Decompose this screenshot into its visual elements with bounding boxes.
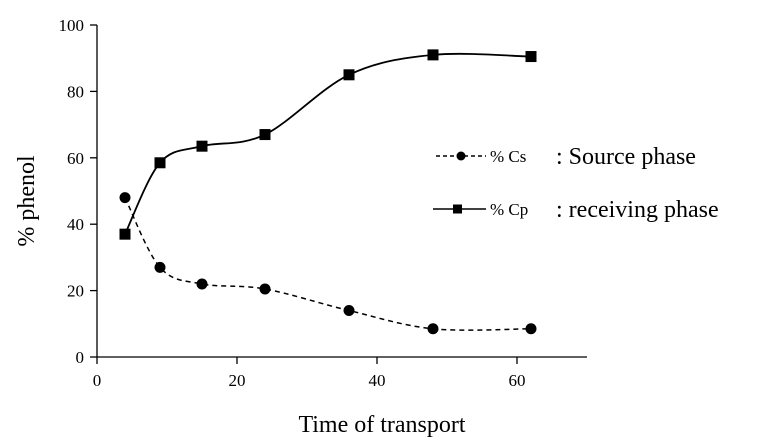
y-tick-label: 20 [67, 282, 84, 301]
legend-marker [456, 151, 466, 161]
x-tick-label: 40 [369, 371, 386, 390]
y-tick-label: 80 [67, 82, 84, 101]
data-point [259, 283, 271, 295]
data-point [343, 305, 355, 317]
x-tick-label: 60 [509, 371, 526, 390]
y-tick-label: 0 [76, 348, 85, 367]
data-point [259, 129, 271, 141]
x-axis-title: Time of transport [298, 412, 465, 438]
y-tick-label: 40 [67, 215, 84, 234]
legend-series-name: % Cs [490, 147, 526, 166]
legend-item: % Cp : receiving phase [433, 197, 719, 223]
data-point [154, 157, 166, 169]
data-point [343, 69, 355, 81]
data-point [154, 261, 166, 273]
ticks: 0 20 40 60 80 100 0 20 40 60 [59, 16, 526, 390]
data-point [196, 278, 208, 290]
data-point [196, 140, 208, 152]
legend-series-name: % Cp [490, 200, 528, 219]
data-point [119, 192, 131, 204]
legend-series-description: : Source phase [556, 144, 696, 170]
data-point [525, 51, 537, 63]
series-line [124, 197, 532, 331]
series-layer [119, 49, 537, 335]
x-tick-label: 0 [93, 371, 102, 390]
legend: % Cs : Source phase % Cp : receiving phase [433, 144, 719, 223]
y-axis-title: % phenol [14, 155, 40, 247]
y-tick-label: 100 [59, 16, 85, 35]
legend-series-description: : receiving phase [556, 197, 719, 223]
legend-item: % Cs : Source phase [436, 144, 696, 170]
data-point [525, 323, 537, 335]
series-cp [119, 49, 537, 240]
y-tick-label: 60 [67, 149, 84, 168]
data-point [427, 49, 439, 61]
axes [96, 25, 587, 358]
data-point [119, 228, 131, 240]
series-line [124, 52, 532, 235]
x-tick-label: 20 [229, 371, 246, 390]
series-cs [119, 192, 537, 335]
data-point [427, 323, 439, 335]
legend-marker [453, 204, 462, 214]
